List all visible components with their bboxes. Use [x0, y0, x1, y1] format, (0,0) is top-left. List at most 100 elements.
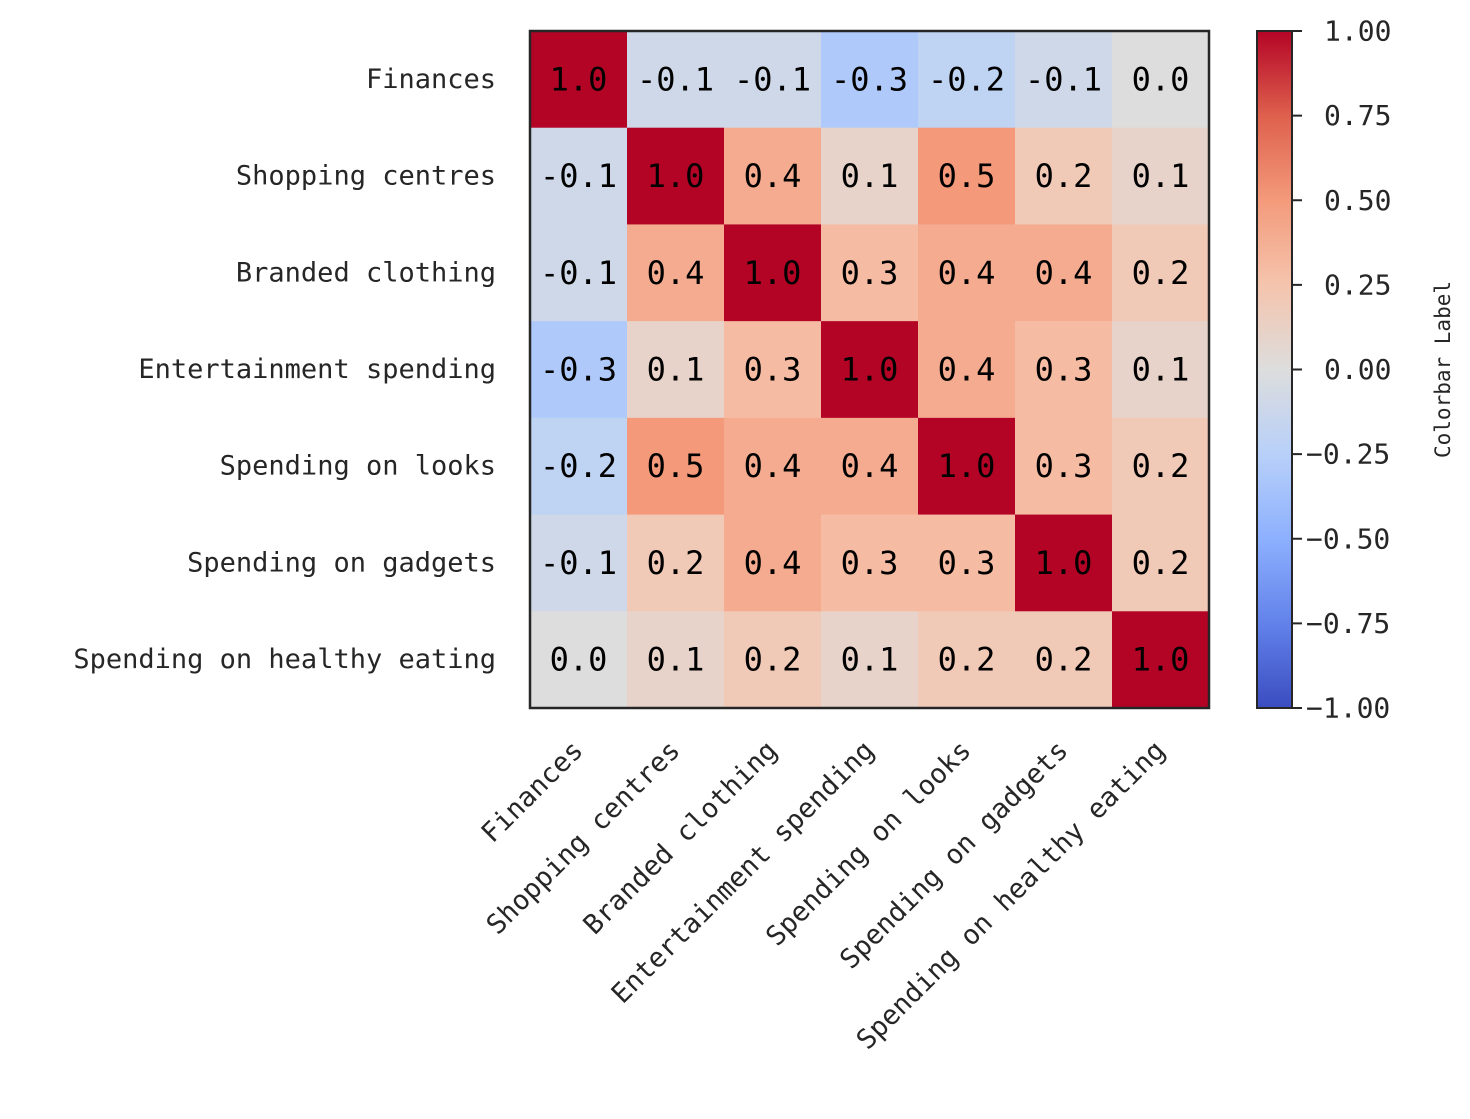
heatmap-cell — [627, 321, 725, 419]
colorbar-bar — [1256, 30, 1293, 709]
cell-value-label: 0.3 — [938, 544, 996, 582]
heatmap-cell — [627, 127, 725, 225]
heatmap-cell — [1015, 514, 1113, 612]
cell-value-label: 0.2 — [1132, 447, 1190, 485]
heatmap-cell — [918, 321, 1016, 419]
cell-value-label: 0.1 — [647, 351, 705, 389]
cell-value-label: 0.4 — [744, 544, 802, 582]
cell-value-label: -0.1 — [540, 544, 617, 582]
colorbar-tick-label: 0.50 — [1324, 184, 1391, 217]
cell-value-label: 0.3 — [1035, 351, 1093, 389]
cell-value-label: -0.1 — [540, 254, 617, 292]
heatmap-cell — [627, 417, 725, 516]
cell-value-label: 0.2 — [938, 641, 996, 679]
colorbar-tick-label: −1.00 — [1306, 692, 1390, 725]
cell-value-label: 0.2 — [1035, 641, 1093, 679]
heatmap-cell — [1112, 611, 1210, 709]
cell-value-label: -0.1 — [734, 60, 811, 98]
heatmap-cell — [1015, 127, 1113, 225]
colorbar-tick-label: −0.75 — [1306, 607, 1390, 640]
heatmap-cell — [724, 514, 822, 612]
y-tick-label: Shopping centres — [236, 161, 496, 192]
cell-value-label: -0.2 — [928, 60, 1005, 98]
heatmap-cell — [530, 31, 628, 129]
heatmap-cell — [821, 127, 919, 225]
cell-value-label: -0.2 — [540, 447, 617, 485]
y-tick-label: Spending on gadgets — [187, 547, 496, 578]
cell-value-label: 1.0 — [841, 351, 899, 389]
heatmap-cell — [918, 31, 1016, 129]
heatmap-cell — [821, 417, 919, 516]
cell-value-label: 0.2 — [744, 641, 802, 679]
colorbar-tick-label: 1.00 — [1324, 15, 1391, 48]
cell-value-label: 1.0 — [550, 60, 608, 98]
y-tick-label: Branded clothing — [236, 257, 496, 288]
heatmap-cell — [918, 224, 1016, 322]
y-tick-label: Spending on looks — [220, 451, 496, 482]
cell-value-label: -0.1 — [1025, 60, 1102, 98]
heatmap-cell — [1112, 417, 1210, 516]
heatmap-cell — [918, 417, 1016, 516]
heatmap-cell — [724, 611, 822, 709]
heatmap-cell — [821, 224, 919, 322]
heatmap-cell-labels: 1.0 -0.1 -0.1 -0.3 -0.2 -0.1 0.0 -0.1 1.0 0.4 0.1 0… — [540, 60, 1189, 678]
x-tick-label: Shopping centres — [481, 735, 687, 941]
colorbar-label: Colorbar Label — [1431, 281, 1455, 458]
colorbar: 1.00 0.75 0.50 0.25 0.00 −0.25 −0.50 −0.75 −1.00… — [1256, 15, 1455, 725]
cell-value-label: 0.5 — [647, 447, 705, 485]
cell-value-label: 0.3 — [744, 351, 802, 389]
y-tick-label: Spending on healthy eating — [73, 644, 496, 675]
heatmap-cell — [1015, 31, 1113, 129]
heatmap-cell — [1015, 224, 1113, 322]
cell-value-label: -0.1 — [540, 157, 617, 195]
heatmap-cell — [627, 611, 725, 709]
cell-value-label: 0.3 — [1035, 447, 1093, 485]
heatmap-cell — [821, 31, 919, 129]
cell-value-label: 0.1 — [841, 157, 899, 195]
cell-value-label: 0.3 — [841, 254, 899, 292]
cell-value-label: 0.4 — [1035, 254, 1093, 292]
colorbar-tick-label: −0.50 — [1306, 522, 1390, 555]
heatmap-cell — [530, 127, 628, 225]
heatmap-cell — [530, 514, 628, 612]
heatmap-cell — [724, 417, 822, 516]
colorbar-ticks: 1.00 0.75 0.50 0.25 0.00 −0.25 −0.50 −0.75 −1.00 — [1292, 15, 1391, 725]
heatmap-cell — [1112, 31, 1210, 129]
cell-value-label: 0.4 — [744, 447, 802, 485]
heatmap-cell — [821, 321, 919, 419]
cell-value-label: 0.4 — [938, 254, 996, 292]
y-tick-label: Finances — [366, 64, 496, 95]
heatmap-cell — [724, 321, 822, 419]
cell-value-label: 0.2 — [1132, 544, 1190, 582]
cell-value-label: 0.2 — [1035, 157, 1093, 195]
cell-value-label: 0.0 — [550, 641, 608, 679]
heatmap-cell — [1112, 127, 1210, 225]
colorbar-tick-label: 0.00 — [1324, 353, 1391, 386]
heatmap-cell — [530, 321, 628, 419]
plot-frame — [528, 29, 1211, 710]
heatmap-cell — [1015, 321, 1113, 419]
cell-value-label: 0.0 — [1132, 60, 1190, 98]
cell-value-label: 0.4 — [841, 447, 899, 485]
heatmap-cell — [1112, 321, 1210, 419]
colorbar-tick-label: 0.25 — [1324, 268, 1391, 301]
heatmap-cell — [1112, 514, 1210, 612]
cell-value-label: 0.2 — [647, 544, 705, 582]
heatmap-cell — [724, 127, 822, 225]
colorbar-tick-label: −0.25 — [1306, 438, 1390, 471]
cell-value-label: 1.0 — [1035, 544, 1093, 582]
cell-value-label: 0.1 — [647, 641, 705, 679]
cell-value-label: 1.0 — [744, 254, 802, 292]
colorbar-tick-label: 0.75 — [1324, 99, 1391, 132]
cell-value-label: 0.1 — [841, 641, 899, 679]
cell-value-label: 0.4 — [647, 254, 705, 292]
heatmap-cell — [821, 514, 919, 612]
cell-value-label: 0.1 — [1132, 351, 1190, 389]
cell-value-label: 0.2 — [1132, 254, 1190, 292]
heatmap-cell — [918, 514, 1016, 612]
heatmap-cell — [627, 514, 725, 612]
heatmap-cell — [724, 31, 822, 129]
heatmap-cell — [821, 611, 919, 709]
